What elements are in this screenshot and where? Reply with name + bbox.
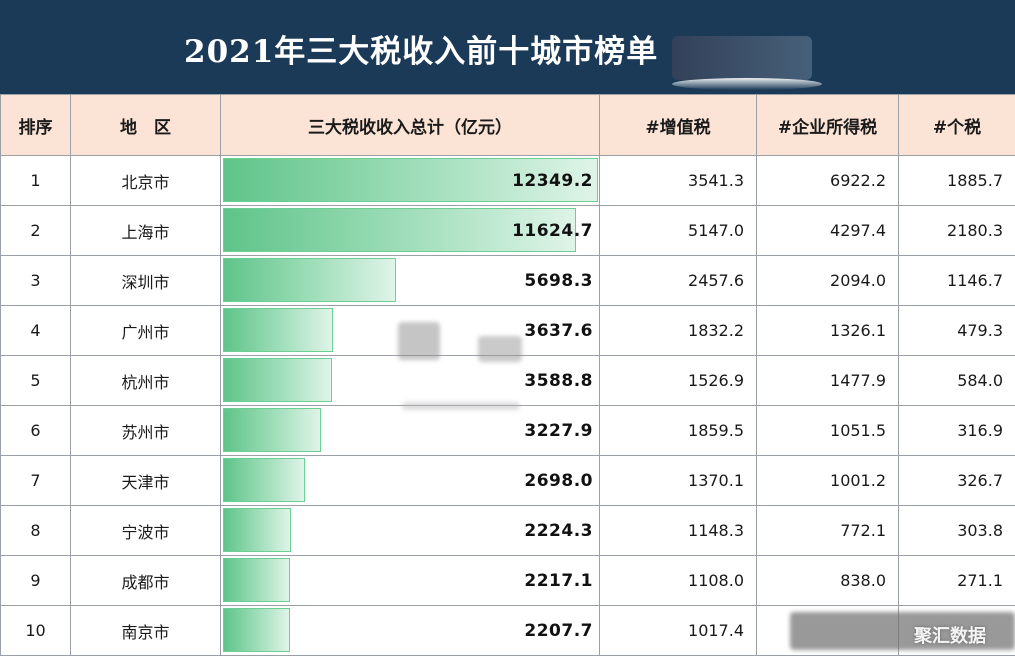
total-bar [223,508,291,552]
total-value: 11624.7 [512,206,593,255]
header-vat: #增值税 [600,95,757,156]
total-bar [223,358,332,402]
region-cell: 南京市 [71,606,221,656]
rank-cell: 10 [1,606,71,656]
total-cell: 12349.2 [221,156,600,206]
total-value: 12349.2 [512,156,593,205]
rank-cell: 5 [1,356,71,406]
total-value: 2698.0 [524,456,593,505]
cit-cell: 772.1 [757,506,899,556]
cit-cell: 2094.0 [757,256,899,306]
rank-cell: 7 [1,456,71,506]
total-bar [223,458,305,502]
vat-cell: 1148.3 [600,506,757,556]
region-cell: 深圳市 [71,256,221,306]
total-bar [223,308,333,352]
total-cell: 5698.3 [221,256,600,306]
pit-cell: 1885.7 [899,156,1015,206]
total-bar [223,558,290,602]
blur-artifact [398,322,440,360]
cit-cell: 838.0 [757,556,899,606]
pit-cell: 2180.3 [899,206,1015,256]
table-header-row: 排序 地 区 三大税收收入总计（亿元） #增值税 #企业所得税 #个税 [1,95,1015,156]
header-total: 三大税收收入总计（亿元） [221,95,600,156]
total-value: 2217.1 [524,556,593,605]
total-bar [223,408,321,452]
rank-cell: 4 [1,306,71,356]
cit-cell: 1001.2 [757,456,899,506]
header-cit: #企业所得税 [757,95,899,156]
vat-cell: 1832.2 [600,306,757,356]
total-cell: 2698.0 [221,456,600,506]
region-cell: 北京市 [71,156,221,206]
rank-cell: 6 [1,406,71,456]
rank-cell: 9 [1,556,71,606]
total-bar [223,258,396,302]
pit-cell: 316.9 [899,406,1015,456]
rank-cell: 2 [1,206,71,256]
header-region: 地 区 [71,95,221,156]
rank-cell: 1 [1,156,71,206]
blur-artifact [478,336,522,362]
title-bar: 2021年三大税收入前十城市榜单 [0,0,1015,94]
blur-artifact [402,402,520,410]
region-cell: 上海市 [71,206,221,256]
vat-cell: 1370.1 [600,456,757,506]
pit-cell: 479.3 [899,306,1015,356]
pit-cell: 326.7 [899,456,1015,506]
total-cell: 3588.8 [221,356,600,406]
region-cell: 杭州市 [71,356,221,406]
page-title: 2021年三大税收入前十城市榜单 [184,26,658,71]
header-pit: #个税 [899,95,1015,156]
total-value: 3588.8 [524,356,593,405]
total-value: 2224.3 [524,506,593,555]
header-rank: 排序 [1,95,71,156]
region-cell: 天津市 [71,456,221,506]
total-value: 3227.9 [524,406,593,455]
cit-cell: 1477.9 [757,356,899,406]
region-cell: 成都市 [71,556,221,606]
pit-cell: 1146.7 [899,256,1015,306]
vat-cell: 5147.0 [600,206,757,256]
vat-cell: 1017.4 [600,606,757,656]
vat-cell: 3541.3 [600,156,757,206]
region-cell: 广州市 [71,306,221,356]
total-cell: 2217.1 [221,556,600,606]
total-cell: 3227.9 [221,406,600,456]
vat-cell: 1859.5 [600,406,757,456]
vat-cell: 1108.0 [600,556,757,606]
total-bar [223,608,290,652]
region-cell: 宁波市 [71,506,221,556]
vat-cell: 2457.6 [600,256,757,306]
total-value: 2207.7 [524,606,593,655]
watermark: 聚汇数据 [914,622,986,648]
total-value: 5698.3 [524,256,593,305]
total-value: 3637.6 [524,306,593,355]
cit-cell: 4297.4 [757,206,899,256]
vat-cell: 1526.9 [600,356,757,406]
title-smudge [672,36,812,80]
cit-cell: 6922.2 [757,156,899,206]
rank-cell: 3 [1,256,71,306]
title-glow [672,78,822,90]
pit-cell: 303.8 [899,506,1015,556]
pit-cell: 584.0 [899,356,1015,406]
total-cell: 2207.7 [221,606,600,656]
rank-cell: 8 [1,506,71,556]
pit-cell: 271.1 [899,556,1015,606]
cit-cell: 1051.5 [757,406,899,456]
cit-cell: 1326.1 [757,306,899,356]
total-cell: 2224.3 [221,506,600,556]
region-cell: 苏州市 [71,406,221,456]
total-cell: 11624.7 [221,206,600,256]
